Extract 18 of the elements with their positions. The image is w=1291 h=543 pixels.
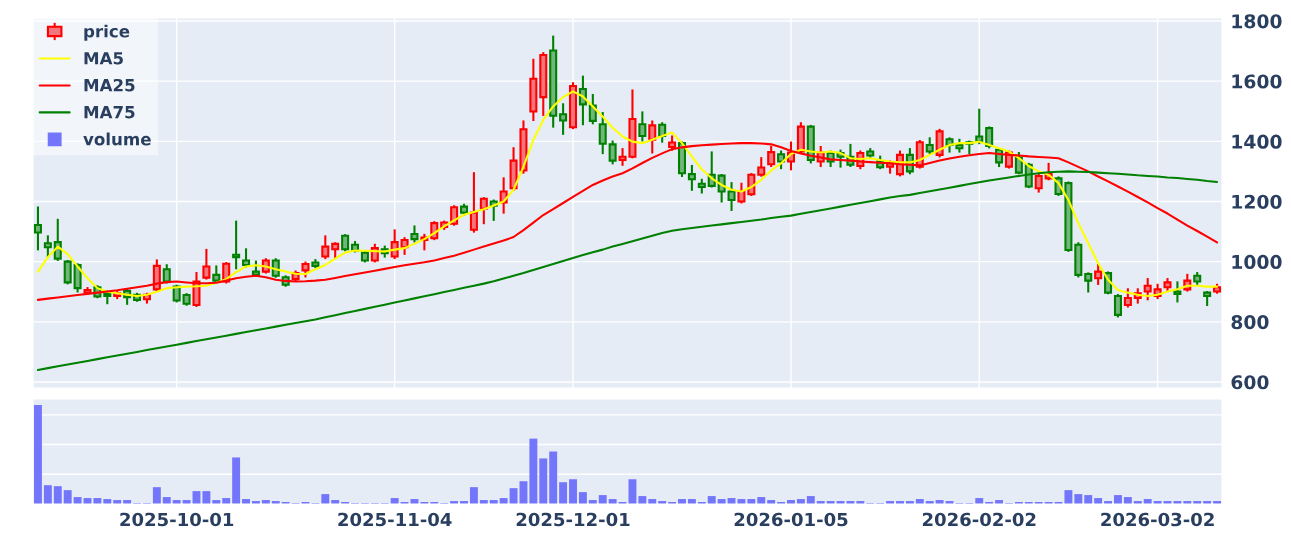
legend-label: MA75 xyxy=(84,106,135,119)
x-tick-label: 2026-03-02 xyxy=(1101,512,1214,527)
legend-label: volume xyxy=(83,132,151,146)
y-tick-label: 1000 xyxy=(1232,254,1282,270)
y-tick-label: 800 xyxy=(1231,315,1269,330)
x-tick-label: 2025-10-01 xyxy=(120,512,234,527)
legend-label: MA25 xyxy=(84,78,135,92)
x-tick-label: 2025-12-01 xyxy=(516,512,630,527)
x-tick-label: 2026-02-02 xyxy=(922,512,1036,527)
y-tick-label: 1600 xyxy=(1232,74,1282,89)
y-tick-label: 1400 xyxy=(1232,134,1282,149)
legend-label: price xyxy=(84,24,130,41)
legend-label: MA5 xyxy=(84,52,123,65)
y-tick-label: 1800 xyxy=(1232,14,1282,29)
x-tick-label: 2026-01-05 xyxy=(734,512,848,527)
y-tick-label: 1200 xyxy=(1232,194,1282,209)
x-tick-label: 2025-11-04 xyxy=(338,512,452,527)
y-tick-label: 600 xyxy=(1231,375,1269,390)
